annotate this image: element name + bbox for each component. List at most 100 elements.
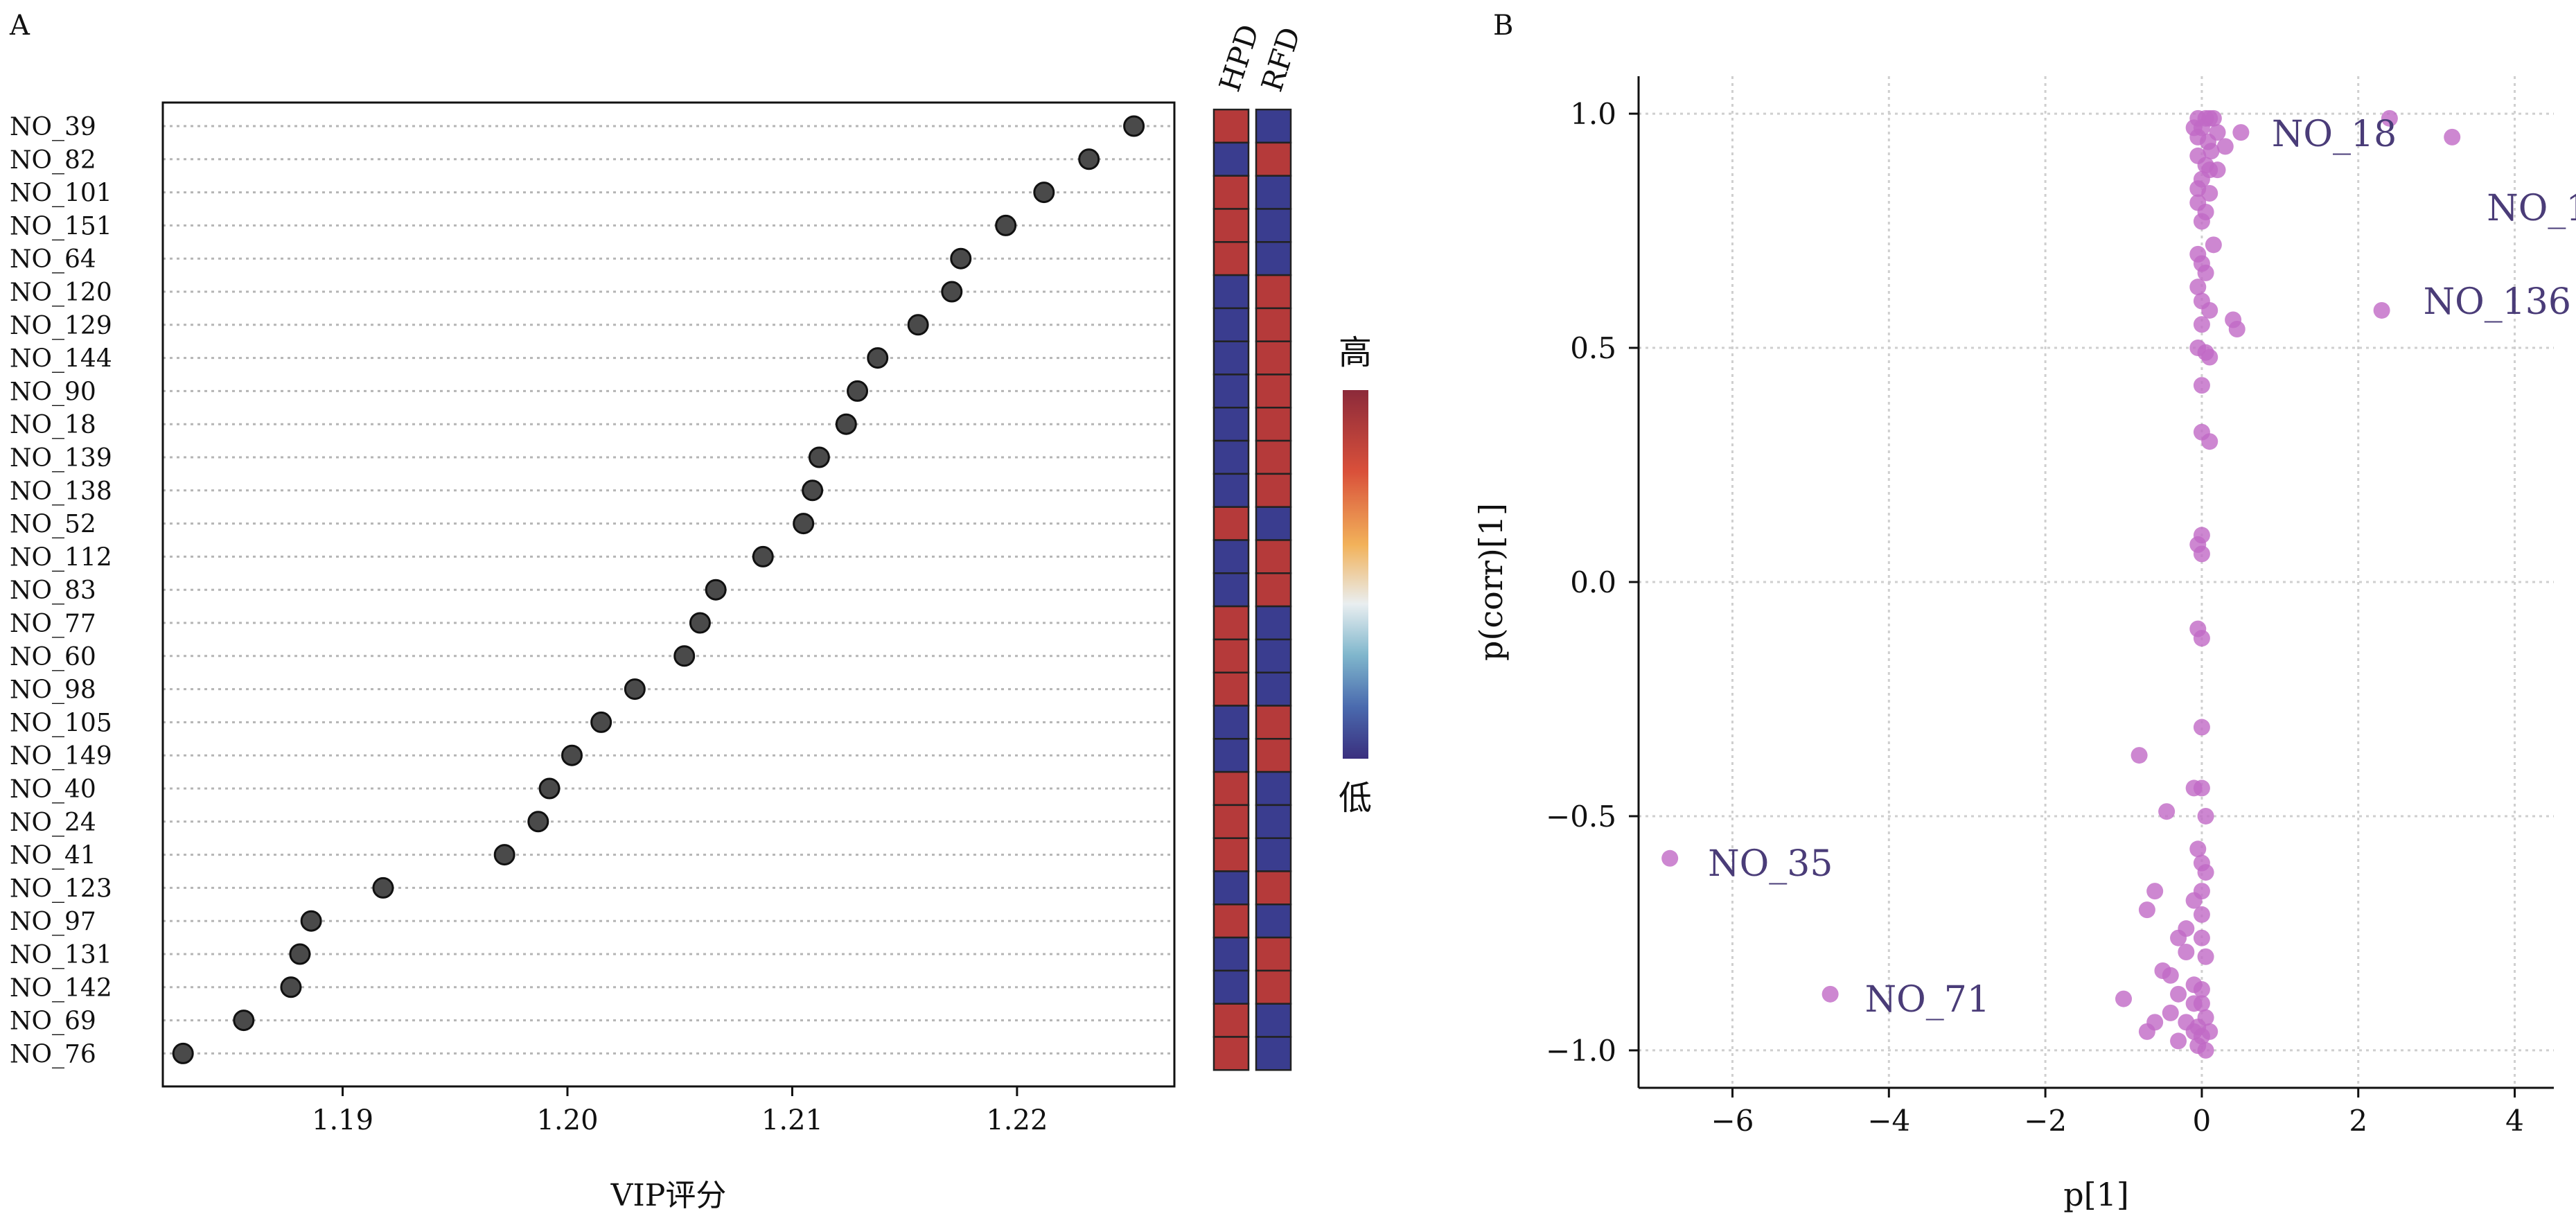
x-tick-label: 1.22 (986, 1104, 1048, 1136)
loading-point (2170, 929, 2187, 946)
x-tick-label: 0 (2193, 1104, 2212, 1138)
loading-point (2162, 1004, 2179, 1021)
point-annotation: NO_71 (1865, 979, 1990, 1021)
heatmap-cell (1212, 307, 1250, 342)
x-tick-label: 2 (2349, 1104, 2367, 1138)
loading-point (2193, 719, 2210, 736)
heatmap-cell (1255, 108, 1292, 144)
loading-point (2138, 1023, 2155, 1040)
heatmap-cell (1255, 671, 1292, 707)
vip-dot (995, 214, 1017, 236)
heatmap-cell (1255, 274, 1292, 310)
heatmap-cell (1255, 936, 1292, 972)
category-tick-label: NO_138 (10, 477, 112, 506)
heatmap-cell (1212, 1036, 1250, 1071)
category-tick-label: NO_98 (10, 676, 96, 705)
vip-dot (1078, 148, 1100, 170)
vip-dot (752, 545, 774, 567)
loading-point (2115, 990, 2133, 1007)
category-tick-label: NO_151 (10, 212, 112, 240)
loading-point (2158, 803, 2176, 820)
category-tick-label: NO_40 (10, 775, 96, 804)
vip-dot (280, 976, 302, 998)
vip-dot (689, 612, 711, 634)
loading-point (2193, 630, 2210, 647)
loading-point (2193, 316, 2210, 333)
category-tick-label: NO_52 (10, 511, 96, 539)
loading-point (2170, 985, 2187, 1003)
heatmap-cell (1255, 770, 1292, 807)
category-tick-label: NO_41 (10, 842, 96, 870)
point-annotation: NO_18 (2272, 114, 2397, 155)
vip-dot (941, 281, 963, 303)
loading-point (2201, 433, 2218, 450)
loading-point (2170, 1032, 2187, 1050)
heatmap-cell (1255, 870, 1292, 906)
category-tick-label: NO_97 (10, 908, 96, 936)
heatmap-cell (1212, 572, 1250, 608)
heatmap-cell (1212, 638, 1250, 673)
heatmap-cell (1212, 904, 1250, 939)
heatmap-cell (1212, 340, 1250, 376)
category-tick-label: NO_82 (10, 146, 96, 175)
heatmap-cell (1255, 340, 1292, 376)
heatmap-cell (1255, 969, 1292, 1005)
vip-dot (538, 777, 561, 800)
vip-dot (808, 446, 830, 468)
loading-point (2131, 747, 2148, 764)
heatmap-cell (1212, 671, 1250, 707)
heatmap-cell (1255, 407, 1292, 442)
loading-point (2193, 981, 2210, 998)
heatmap-cell (1212, 738, 1250, 773)
loading-point (2189, 279, 2207, 296)
point-annotation: NO_19 (2487, 188, 2576, 229)
category-tick-label: NO_144 (10, 345, 112, 373)
category-tick-label: NO_24 (10, 809, 96, 837)
heatmap-cell (1255, 506, 1292, 541)
x-tick-label: 1.21 (761, 1104, 823, 1136)
loading-point (2193, 377, 2210, 394)
heatmap-cell (1212, 770, 1250, 807)
x-tick-label: −4 (1867, 1104, 1910, 1138)
loading-point (2197, 264, 2214, 281)
vip-dot (1033, 182, 1055, 204)
loading-point (2201, 301, 2218, 319)
vip-dot (867, 347, 889, 369)
loading-point (2201, 184, 2218, 202)
loading-point (2381, 109, 2398, 127)
heatmap-cell (1255, 605, 1292, 641)
category-tick-label: NO_90 (10, 378, 96, 406)
loading-point (2162, 967, 2179, 984)
loading-point (2201, 349, 2218, 366)
vip-dot (624, 678, 646, 700)
loading-point (1661, 849, 1679, 867)
category-tick-label: NO_83 (10, 576, 96, 605)
heatmap-cell (1212, 473, 1250, 508)
category-tick-label: NO_76 (10, 1040, 96, 1068)
x-tick-label: 1.20 (536, 1104, 598, 1136)
vip-dot (289, 943, 311, 965)
heatmap-cell (1212, 141, 1250, 177)
category-tick-label: NO_142 (10, 974, 112, 1003)
heatmap-cell (1212, 936, 1250, 972)
heatmap-cell (1255, 473, 1292, 508)
heatmap-cell (1212, 108, 1250, 144)
heatmap-cell (1255, 904, 1292, 939)
loading-point (2193, 906, 2210, 923)
colorbar-high-label: 高 (1339, 333, 1372, 372)
y-tick-label: 1.0 (1570, 97, 1616, 131)
category-tick-label: NO_131 (10, 941, 112, 969)
category-tick-label: NO_39 (10, 113, 96, 141)
loading-point (2197, 864, 2214, 881)
heatmap-cell (1255, 837, 1292, 872)
heatmap-cell (1212, 870, 1250, 906)
panel-label-a: A (9, 10, 30, 42)
heatmap-cell (1212, 506, 1250, 541)
vip-dot (802, 479, 824, 502)
loading-scatter-plot: NO_18 NO_19 NO_136 NO_35 NO_71 −6 −4 −2 0 2 4 −1.0 −… (1472, 76, 2576, 1213)
x-tick-label: −2 (2024, 1104, 2067, 1138)
vip-dot (527, 811, 549, 833)
loading-point (2138, 901, 2155, 919)
heatmap-cell (1212, 274, 1250, 310)
heatmap-cell (1255, 141, 1292, 177)
